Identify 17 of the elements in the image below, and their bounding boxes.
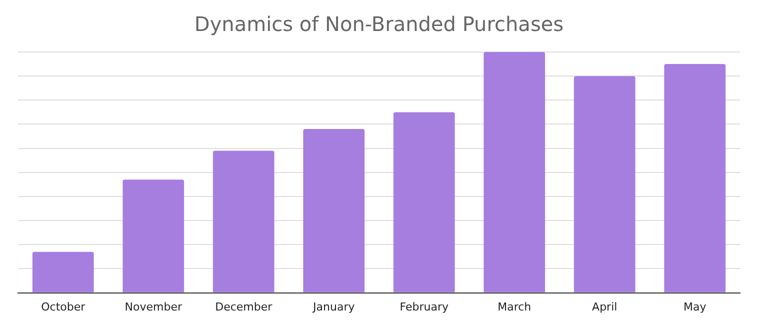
- x-tick-label: October: [41, 300, 86, 314]
- x-tick-label: December: [215, 300, 273, 314]
- bar: [574, 76, 636, 292]
- x-tick-label: April: [592, 300, 618, 314]
- x-tick-label: November: [124, 300, 182, 314]
- x-tick-label: February: [400, 300, 449, 314]
- x-tick-label: January: [312, 300, 356, 314]
- bar: [393, 112, 455, 292]
- x-tick-label: March: [498, 300, 532, 314]
- bar: [122, 180, 184, 292]
- chart-title: Dynamics of Non-Branded Purchases: [194, 12, 564, 36]
- bar: [664, 64, 726, 292]
- bar: [212, 150, 274, 292]
- x-tick-label: May: [684, 300, 707, 314]
- bar: [32, 252, 94, 292]
- bar: [303, 129, 365, 292]
- bar: [484, 52, 546, 292]
